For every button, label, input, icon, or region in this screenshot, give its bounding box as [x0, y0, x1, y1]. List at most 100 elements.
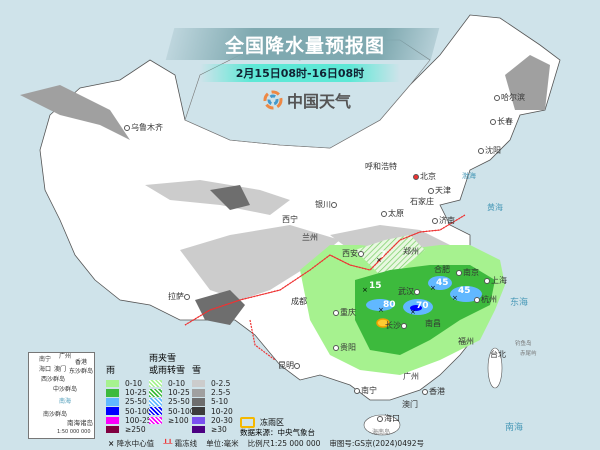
- city-label: 南宁: [354, 386, 377, 396]
- legend-snow: 0-2.5 2.5-5 5-10 10-20 20-30 ≥30: [192, 379, 233, 434]
- city-label: 乌鲁木齐: [124, 123, 163, 133]
- city-label: 太原: [381, 209, 404, 219]
- center-mark: ×: [430, 284, 436, 292]
- legend-swatch: [149, 407, 162, 415]
- snow-tibet-south: [195, 290, 245, 325]
- city-label: 福州: [458, 337, 474, 346]
- inset-label: 广州: [59, 353, 72, 360]
- legend-rain-title: 雨: [106, 366, 116, 376]
- city-label: 南京: [456, 268, 479, 278]
- city-label: 兰州: [302, 233, 318, 242]
- footer-frost-line: ┸┸ 霜冻线: [163, 439, 197, 448]
- legend-swatch: [106, 398, 119, 406]
- legend-item: ≥250: [106, 425, 156, 434]
- taiwan-island: [487, 347, 503, 389]
- island-label-chiwei: 赤尾屿: [520, 349, 537, 357]
- precip-center-value: 15: [369, 281, 382, 291]
- legend-item: 0-10: [149, 379, 195, 388]
- city-label: 沈阳: [478, 146, 501, 156]
- inset-label: 中沙群岛: [53, 386, 78, 393]
- sea-label-yellow: 黄海: [487, 202, 503, 212]
- legend-mixed-title: 雨夹雪: [149, 354, 177, 364]
- inset-label: 东沙群岛: [69, 368, 94, 375]
- snow-band-2: [210, 185, 250, 210]
- sea-label-bohai: 渤海: [462, 171, 476, 180]
- legend-item: 0-2.5: [192, 379, 233, 388]
- city-label: 香港: [422, 387, 445, 397]
- city-label: 武汉: [398, 287, 421, 297]
- sea-label-south: 南海: [505, 421, 523, 433]
- mixed-0-10: [355, 235, 425, 275]
- rain-25-50-c: [428, 276, 452, 290]
- legend-item: 25-50: [149, 397, 195, 406]
- inset-label: 南宁: [39, 356, 52, 363]
- map-subtitle: 2月15日08时-16日08时: [235, 67, 365, 80]
- legend-snow-title: 雪: [192, 366, 202, 376]
- hainan-island: [363, 414, 401, 436]
- logo: 中国天气: [263, 88, 351, 112]
- city-label: 哈尔滨: [494, 93, 525, 103]
- legend-swatch: [149, 389, 162, 397]
- legend-rain: 0-10 10-25 25-50 50-100 100-250 ≥250: [106, 379, 156, 434]
- city-label: 长春: [490, 117, 513, 127]
- legend-item: 0-10: [106, 379, 156, 388]
- legend-label: 0-10: [168, 379, 186, 388]
- center-mark: ×: [362, 286, 368, 294]
- inset-label: 海口: [39, 366, 52, 373]
- legend-swatch: [192, 379, 205, 388]
- city-label: 合肥: [434, 265, 450, 274]
- inset-label: 西沙群岛: [41, 376, 66, 383]
- inset-scale: 1:50 000 000: [57, 429, 91, 435]
- footer: × 降水中心值 ┸┸ 霜冻线 单位:毫米 比例尺1:25 000 000 审图号…: [108, 439, 424, 448]
- precip-center-value: 45: [458, 286, 471, 296]
- city-label: 北京: [413, 172, 436, 182]
- snow-xinjiang: [20, 85, 130, 140]
- legend-swatch: [106, 407, 119, 415]
- precip-center-value: 45: [436, 278, 449, 288]
- island-label-hainan: 海南岛: [372, 428, 390, 436]
- footer-approval: 审图号:GS京(2024)0492号: [329, 439, 425, 448]
- city-label: 石家庄: [410, 197, 434, 206]
- city-label: 成都: [291, 297, 307, 306]
- city-label: 银川: [315, 200, 338, 210]
- center-mark: ×: [376, 256, 382, 264]
- center-mark: ×: [452, 294, 458, 302]
- footer-center-label: 降水中心值: [116, 439, 155, 448]
- legend-mixed: 0-10 10-25 25-50 50-100 ≥100: [149, 379, 195, 425]
- legend-label: 10-20: [211, 406, 233, 416]
- freezing-rain-area: [376, 318, 390, 328]
- logo-swirl-icon: [263, 90, 283, 110]
- frost-line-south: [249, 319, 276, 361]
- legend-label: 0-10: [125, 379, 143, 388]
- legend-swatch: [106, 379, 119, 388]
- subtitle-banner: [200, 64, 400, 82]
- legend-label: 20-30: [211, 415, 233, 425]
- city-label: 西安: [342, 249, 365, 259]
- legend-label: 2.5-5: [211, 388, 231, 398]
- legend-freezing-rain: 冻雨区: [240, 417, 284, 428]
- legend-item: 100-250: [106, 416, 156, 425]
- footer-center-value: × 降水中心值: [108, 439, 154, 448]
- frost-line-solid: [184, 214, 466, 326]
- frost-line-icon: ┸┸: [163, 439, 173, 448]
- snow-tibet: [180, 225, 340, 300]
- legend-label: ≥30: [211, 424, 227, 434]
- legend-label: 25-50: [168, 397, 190, 407]
- legend-swatch: [192, 398, 205, 406]
- center-mark: ×: [410, 308, 416, 316]
- legend-label: 10-25: [168, 388, 190, 398]
- city-label: 长沙: [385, 321, 408, 331]
- legend-swatch: [106, 425, 119, 434]
- legend-swatch: [149, 379, 162, 388]
- freezing-rain-label: 冻雨区: [260, 417, 284, 427]
- legend-item: 10-25: [106, 388, 156, 397]
- legend-swatch: [192, 416, 205, 425]
- legend-item: 5-10: [192, 397, 233, 406]
- inset-label: 南沙群岛: [43, 411, 68, 418]
- legend-item: 10-25: [149, 388, 195, 397]
- inset-label: 澳门: [54, 366, 67, 373]
- legend-item: 2.5-5: [192, 388, 233, 397]
- legend-label: 0-2.5: [211, 379, 231, 388]
- city-label: 拉萨: [168, 292, 191, 302]
- map-title: 全国降水量预报图: [224, 35, 385, 57]
